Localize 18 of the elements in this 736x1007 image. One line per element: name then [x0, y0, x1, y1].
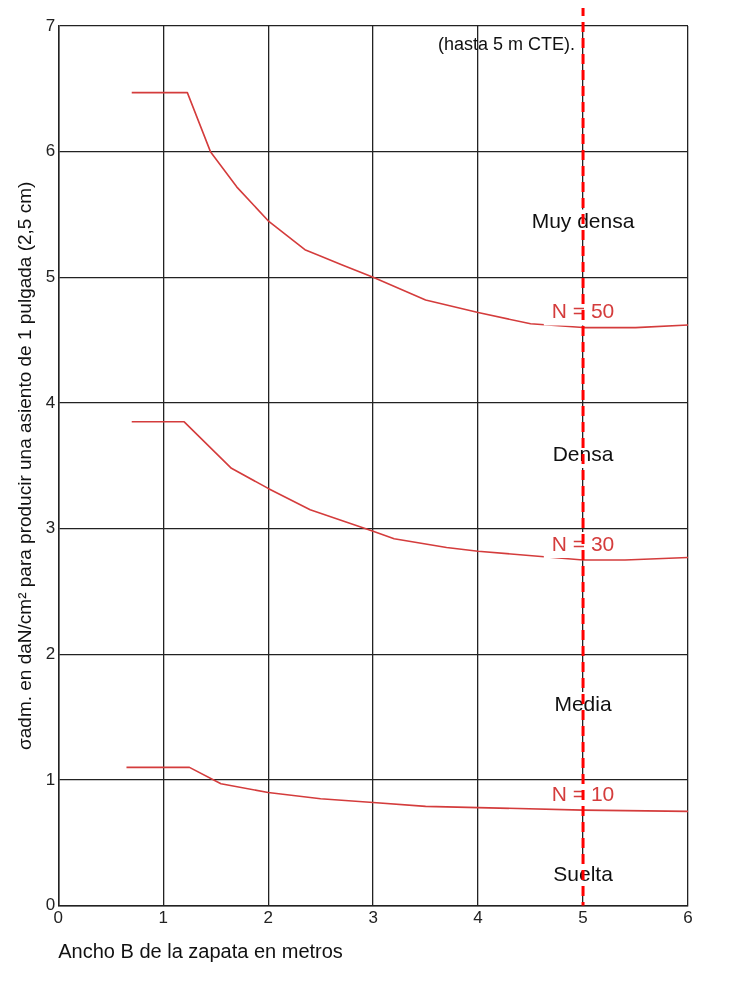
y-tick-label: 4 — [45, 392, 56, 412]
x-tick-label: 5 — [578, 908, 588, 928]
y-tick-label: 1 — [45, 769, 56, 789]
y-tick-label: 3 — [45, 518, 56, 538]
x-axis-title: Ancho B de la zapata en metros — [58, 939, 343, 962]
y-tick-label: 2 — [45, 643, 56, 663]
x-tick-label: 3 — [368, 908, 378, 928]
y-axis-title: σadm. en daN/cm² para producir una asiento de 1 pulgada (2,5 cm) — [13, 181, 35, 750]
x-tick-label: 4 — [473, 908, 483, 928]
y-tick-label: 5 — [45, 267, 56, 286]
x-tick-label: 1 — [158, 908, 168, 928]
annotation: Densa — [552, 441, 614, 465]
y-tick-label: 7 — [45, 15, 56, 35]
y-tick-label: 6 — [45, 141, 56, 161]
x-tick-label: 6 — [683, 908, 693, 928]
x-tick-label: 2 — [263, 908, 273, 928]
annotation: Muy densa — [531, 209, 635, 233]
annotation: Media — [554, 691, 612, 715]
